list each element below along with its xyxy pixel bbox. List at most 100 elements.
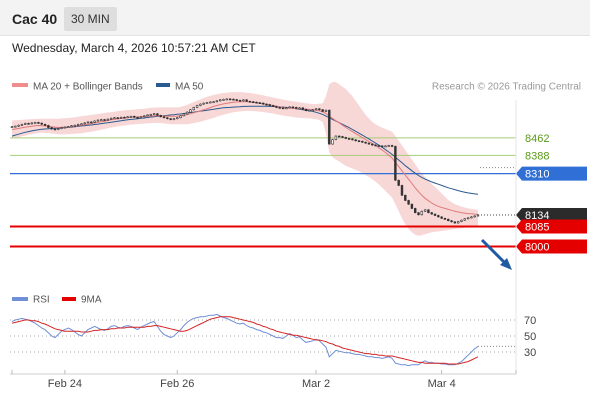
candle — [126, 116, 129, 119]
candle-body — [43, 124, 47, 126]
candle-body — [324, 109, 328, 112]
candle — [93, 120, 96, 124]
candle — [123, 116, 126, 119]
candle — [235, 98, 238, 102]
candle — [417, 211, 420, 216]
candle — [351, 138, 354, 141]
candle — [281, 107, 285, 110]
candle-body — [169, 118, 172, 120]
candle — [453, 221, 457, 224]
candle — [387, 144, 390, 147]
candle-body — [380, 145, 384, 148]
ma50-legend-label: MA 50 — [175, 82, 204, 93]
candle — [113, 117, 116, 120]
level-label-8134: 8134 — [525, 210, 549, 222]
candle-body — [83, 122, 86, 125]
candle — [380, 145, 384, 148]
candle — [288, 106, 291, 109]
candle — [66, 125, 70, 128]
ma20-line — [11, 101, 479, 215]
candle — [466, 217, 470, 220]
candle — [43, 123, 47, 127]
candle-body — [24, 123, 27, 125]
candle — [374, 144, 377, 147]
candle-body — [437, 215, 440, 218]
candle — [228, 98, 232, 101]
bollinger-bands — [12, 82, 478, 236]
x-tick-label: Mar 4 — [428, 378, 456, 390]
candle-body — [318, 108, 321, 111]
candle-body — [427, 209, 430, 213]
candle-body — [450, 220, 453, 223]
candle-body — [321, 109, 324, 112]
candle-body — [20, 124, 24, 126]
candle — [109, 117, 113, 120]
candle — [334, 135, 338, 141]
candle — [182, 113, 186, 117]
candle-body — [199, 103, 202, 106]
candle — [24, 122, 27, 126]
bollinger-band-area — [12, 82, 478, 236]
candle — [10, 125, 14, 129]
candle-body — [354, 139, 357, 142]
candle-body — [149, 114, 153, 116]
candle-body — [443, 218, 447, 220]
candle-body — [258, 102, 262, 104]
candle — [433, 213, 437, 217]
candle — [447, 218, 450, 222]
candle — [248, 100, 252, 103]
candle-body — [420, 210, 424, 216]
candle — [437, 214, 440, 218]
candle-body — [215, 100, 219, 103]
candle — [146, 114, 149, 117]
candle-body — [374, 144, 377, 147]
candle — [133, 115, 136, 118]
candle — [152, 113, 156, 116]
candle — [410, 203, 414, 210]
candle-body — [139, 116, 143, 119]
x-tick-label: Mar 2 — [302, 378, 330, 390]
candle-body — [70, 125, 73, 128]
candle — [166, 117, 169, 120]
candle — [301, 107, 305, 110]
candle — [275, 105, 278, 109]
candle-body — [212, 101, 215, 104]
candle — [440, 216, 443, 220]
candle-body — [404, 194, 407, 201]
candle-body — [311, 109, 314, 112]
candle — [70, 125, 73, 128]
candle — [185, 111, 189, 115]
candle-body — [433, 213, 437, 216]
candle — [86, 121, 90, 124]
period-selector-button[interactable]: 30 MIN — [64, 7, 117, 31]
candle — [100, 118, 103, 121]
candle — [242, 99, 245, 102]
candle — [265, 103, 268, 106]
candle — [384, 145, 387, 148]
candle — [427, 209, 430, 214]
candle-body — [66, 126, 70, 128]
candle — [361, 140, 364, 143]
candle-body — [268, 104, 271, 106]
candle — [328, 109, 331, 145]
candle-body — [285, 107, 288, 110]
candle-body — [136, 116, 139, 119]
candle — [14, 125, 17, 128]
candle-body — [265, 103, 268, 106]
candle — [456, 220, 460, 224]
candle — [400, 184, 404, 196]
candle — [318, 108, 321, 111]
candle — [30, 122, 34, 125]
candle — [377, 144, 381, 147]
candle — [314, 108, 318, 111]
candle-body — [367, 142, 371, 145]
candle — [357, 140, 361, 143]
candle-body — [447, 218, 450, 221]
candle-body — [407, 200, 410, 205]
candle-body — [328, 109, 331, 145]
candle-body — [337, 135, 341, 138]
candle-body — [470, 216, 473, 219]
moving-average-lines — [11, 101, 479, 215]
candle-body — [423, 209, 427, 212]
candle-body — [252, 101, 255, 104]
